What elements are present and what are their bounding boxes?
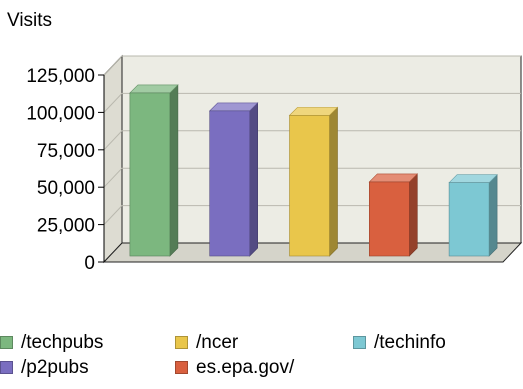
legend-item-techpubs: /techpubs [0,332,103,354]
bar-side [249,102,259,257]
bar-top [368,173,419,183]
gridline [103,167,521,188]
legend-label: /p2pubs [21,357,89,378]
y-axis-label: Visits [7,10,53,31]
bar-top [129,84,179,94]
legend-label: es.epa.gov/ [196,357,295,378]
legend-swatch [175,361,188,374]
bar-front [368,181,410,257]
legend-swatch [0,336,13,349]
gridline [103,92,521,113]
bar-front [289,115,330,257]
side-wall [103,54,123,264]
bar-side [488,173,498,257]
bar-front [448,182,490,257]
gridline [103,55,521,76]
bar-side [169,84,179,257]
bar-chart: 0 25,000 50,000 75,000 100,000 125,000 [26,54,523,274]
legend-item-ncer: /ncer [175,332,238,354]
legend-item-techinfo: /techinfo [353,332,446,354]
legend: /techpubs /p2pubs /ncer es.epa.gov/ /tec… [0,332,523,389]
legend-swatch [353,336,366,349]
y-tick-label: 0 [84,253,95,274]
y-tick-label: 50,000 [37,178,95,199]
gridline [103,130,521,151]
y-tick-label: 100,000 [26,103,95,124]
bar-front [129,92,171,257]
legend-label: /techinfo [374,332,446,353]
bar-top [288,107,339,116]
y-tick-label: 125,000 [26,66,95,87]
legend-item-es-epa-gov: es.epa.gov/ [175,357,294,379]
bar-side [408,173,418,257]
legend-swatch [0,361,13,374]
legend-label: /ncer [196,332,239,353]
bar-top [448,174,498,183]
legend-label: /techpubs [21,332,104,353]
bar-top [208,102,259,112]
legend-swatch [175,336,188,349]
bar-side [329,106,338,257]
bar-front [209,110,250,257]
y-tick-label: 25,000 [37,216,95,237]
legend-item-p2pubs: /p2pubs [0,357,89,379]
y-tick-label: 75,000 [37,141,95,162]
